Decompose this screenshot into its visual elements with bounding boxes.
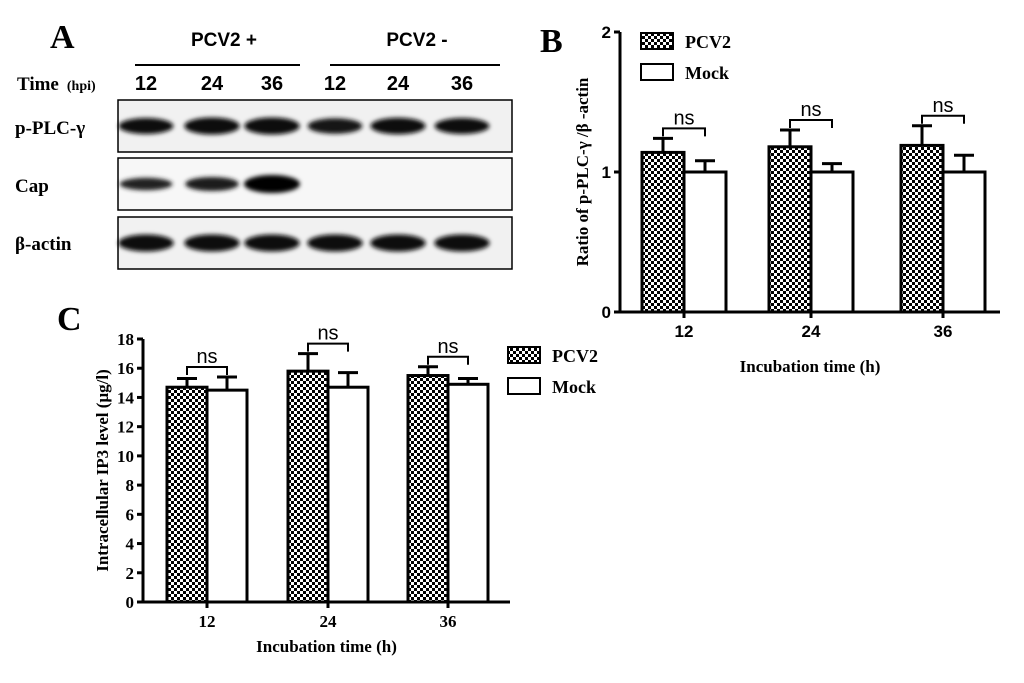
chart-c-ytick-label: 0 xyxy=(126,593,135,612)
panel-label-c: C xyxy=(57,301,82,338)
chart-c-ytick-label: 4 xyxy=(126,535,135,554)
chart-c-legend-label-pcv2: PCV2 xyxy=(552,346,598,366)
chart-b-legend-label-mock: Mock xyxy=(685,63,729,83)
chart-c-y-axis-label: Intracellular IP3 level (µg/l) xyxy=(93,369,112,572)
lane-label-5: 24 xyxy=(387,73,410,95)
chart-c-bar-pcv2-12 xyxy=(165,385,209,604)
chart-b-legend-swatch-mock xyxy=(640,63,674,81)
lane-labels: 12 24 36 12 24 36 xyxy=(135,73,473,95)
chart-c-sig-bracket xyxy=(186,365,228,375)
chart-c-sig-bracket xyxy=(427,355,469,365)
chart-b-bar-mock-12 xyxy=(682,170,728,314)
western-blot: PCV2 + PCV2 - Time (hpi) 12 24 36 12 24 36 p-… xyxy=(15,30,513,270)
chart-c-x-axis-label: Incubation time (h) xyxy=(256,637,397,656)
group-label-pcv2-positive: PCV2 + xyxy=(191,30,257,51)
chart-c-ytick-label: 2 xyxy=(126,564,135,583)
chart-b-bar-pcv2-12 xyxy=(640,150,686,314)
band-row1-lane6 xyxy=(434,118,490,134)
band-row1-lane5 xyxy=(370,117,426,135)
row-label-beta-actin: β-actin xyxy=(15,234,72,255)
chart-c-sig-label: ns xyxy=(437,336,458,358)
band-row1-lane1 xyxy=(118,118,174,134)
chart-b-sig-bracket xyxy=(789,119,833,128)
chart-b-ytick-label: 2 xyxy=(602,23,611,42)
chart-c-bar-mock-36 xyxy=(446,382,490,604)
band-row2-lane2 xyxy=(185,177,239,191)
chart-c-xtick-label: 12 xyxy=(199,612,216,631)
chart-b-sig-label: ns xyxy=(932,95,953,117)
chart-b-bar-pcv2-36 xyxy=(899,143,945,314)
chart-c-sig-bracket xyxy=(307,342,349,352)
chart-b-xtick-label: 12 xyxy=(675,322,694,341)
chart-b-y-axis-label: Ratio of p-PLC-γ /β -actin xyxy=(573,77,592,266)
band-row3-lane4 xyxy=(307,234,363,252)
chart-b-ytick-label: 1 xyxy=(602,163,611,182)
chart-b-bar-mock-24 xyxy=(809,170,855,314)
band-row3-lane3 xyxy=(244,234,300,252)
chart-b-ytick-label: 0 xyxy=(602,303,611,322)
chart-c-ytick-label: 16 xyxy=(117,359,134,378)
chart-c-bar-pcv2-24 xyxy=(286,369,330,604)
band-row1-lane2 xyxy=(184,117,240,135)
chart-c-bar-mock-12 xyxy=(205,388,249,604)
time-label: Time (hpi) xyxy=(17,74,96,95)
chart-b-legend-swatch-pcv2 xyxy=(640,32,674,50)
chart-c-ytick-label: 6 xyxy=(126,505,135,524)
chart-c-bar-mock-24 xyxy=(326,385,370,604)
lane-label-2: 24 xyxy=(201,73,224,95)
time-unit: (hpi) xyxy=(67,79,96,94)
band-row3-lane5 xyxy=(370,234,426,252)
chart-c-sig-label: ns xyxy=(317,323,338,345)
lane-label-4: 12 xyxy=(324,73,346,95)
row-label-cap: Cap xyxy=(15,176,49,197)
chart-c-ytick-label: 10 xyxy=(117,447,134,466)
row-label-p-plc: p-PLC-γ xyxy=(15,118,85,139)
chart-b-x-axis-label: Incubation time (h) xyxy=(740,357,881,376)
chart-c-legend-swatch-mock xyxy=(507,377,541,395)
time-text: Time xyxy=(17,74,59,95)
chart-b-sig-bracket xyxy=(662,127,706,137)
chart-c-ytick-label: 14 xyxy=(117,388,135,407)
chart-b-sig-label: ns xyxy=(673,107,694,129)
chart-c-legend-label-mock: Mock xyxy=(552,377,596,397)
panel-label-a: A xyxy=(50,19,75,56)
lane-label-1: 12 xyxy=(135,73,157,95)
chart-c-xtick-label: 24 xyxy=(320,612,338,631)
band-row1-lane4 xyxy=(307,118,363,134)
chart-b-xtick-label: 36 xyxy=(934,322,953,341)
band-row2-lane3 xyxy=(244,175,300,193)
chart-b-sig-label: ns xyxy=(800,99,821,121)
chart-b-xtick-label: 24 xyxy=(802,322,821,341)
chart-b-bar-pcv2-24 xyxy=(767,145,813,314)
blot-bands xyxy=(118,117,490,252)
band-row3-lane2 xyxy=(184,234,240,252)
group-label-pcv2-negative: PCV2 - xyxy=(386,30,447,51)
chart-c-bar-pcv2-36 xyxy=(406,374,450,604)
band-row1-lane3 xyxy=(244,117,300,135)
chart-b-bar-mock-36 xyxy=(941,170,987,314)
chart-b-sig-bracket xyxy=(921,114,965,124)
lane-label-6: 36 xyxy=(451,73,473,95)
chart-b-legend-label-pcv2: PCV2 xyxy=(685,32,731,52)
band-row3-lane1 xyxy=(118,234,174,252)
band-row3-lane6 xyxy=(434,234,490,252)
lane-label-3: 36 xyxy=(261,73,283,95)
chart-c-ytick-label: 12 xyxy=(117,418,134,437)
panel-label-b: B xyxy=(540,23,563,60)
blot-strip-cap xyxy=(117,157,513,211)
chart-c-ytick-label: 8 xyxy=(126,476,135,495)
chart-c-ytick-label: 18 xyxy=(117,330,134,349)
chart-c-sig-label: ns xyxy=(196,346,217,368)
chart-c-legend-swatch-pcv2 xyxy=(507,346,541,364)
band-row2-lane1 xyxy=(119,177,173,191)
chart-c-xtick-label: 36 xyxy=(440,612,457,631)
